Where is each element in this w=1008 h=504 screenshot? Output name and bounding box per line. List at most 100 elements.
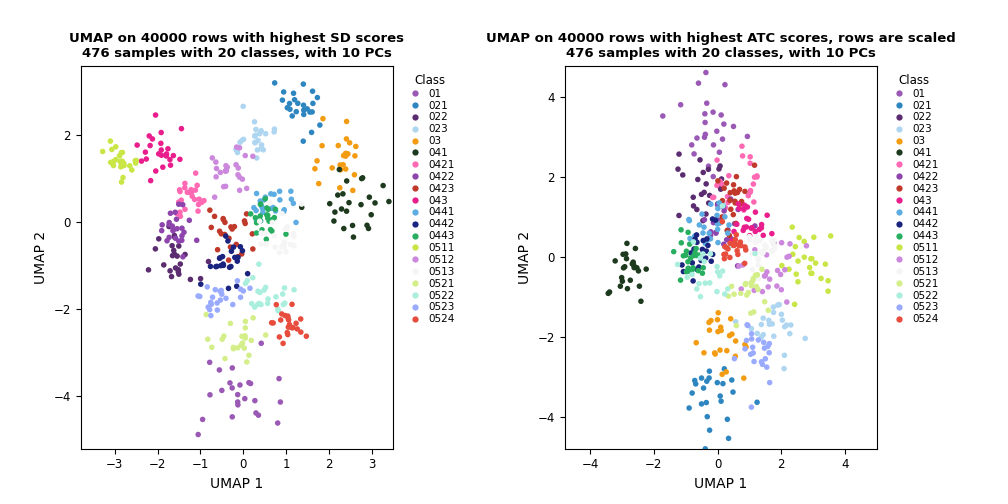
- Point: [607, 257, 623, 265]
- Point: [716, 203, 732, 211]
- Point: [684, 389, 701, 397]
- Point: [208, 286, 224, 294]
- Point: [710, 225, 726, 233]
- Point: [223, 320, 239, 328]
- Point: [286, 286, 302, 294]
- Point: [710, 316, 726, 324]
- Point: [309, 94, 326, 102]
- Point: [696, 264, 712, 272]
- Point: [701, 199, 717, 207]
- Point: [221, 234, 237, 242]
- Point: [710, 205, 726, 213]
- Point: [714, 180, 730, 188]
- Point: [718, 368, 734, 376]
- Point: [170, 200, 186, 208]
- Point: [332, 184, 348, 192]
- Point: [717, 365, 733, 373]
- Point: [705, 250, 721, 259]
- Point: [214, 387, 230, 395]
- Point: [239, 277, 255, 285]
- Point: [174, 232, 191, 240]
- Point: [295, 101, 311, 109]
- Point: [764, 230, 780, 238]
- Point: [292, 315, 308, 323]
- Point: [698, 210, 714, 218]
- Point: [697, 258, 713, 266]
- Point: [204, 223, 220, 231]
- Point: [176, 228, 193, 236]
- Point: [192, 292, 208, 300]
- Point: [710, 200, 726, 208]
- Point: [688, 238, 705, 246]
- Point: [683, 249, 700, 257]
- Point: [170, 198, 186, 206]
- Point: [166, 250, 182, 258]
- Point: [216, 216, 232, 224]
- Point: [270, 305, 286, 313]
- Point: [170, 242, 186, 250]
- Point: [214, 335, 230, 343]
- Point: [204, 343, 220, 351]
- Point: [734, 200, 750, 208]
- Point: [724, 282, 740, 290]
- Point: [714, 370, 730, 379]
- Title: UMAP on 40000 rows with highest SD scores
476 samples with 20 classes, with 10 P: UMAP on 40000 rows with highest SD score…: [70, 32, 404, 60]
- Point: [330, 191, 346, 199]
- Point: [728, 318, 744, 326]
- Point: [217, 230, 233, 238]
- Point: [702, 326, 718, 334]
- Point: [710, 238, 726, 246]
- Point: [695, 217, 711, 225]
- Point: [712, 217, 728, 225]
- Point: [113, 163, 129, 171]
- Point: [813, 274, 830, 282]
- Point: [256, 196, 272, 204]
- Point: [170, 270, 186, 278]
- Point: [760, 306, 776, 314]
- Point: [147, 245, 163, 253]
- Point: [747, 208, 763, 216]
- Point: [737, 280, 753, 288]
- Point: [720, 229, 736, 237]
- Point: [114, 157, 130, 165]
- Point: [713, 323, 729, 331]
- Point: [271, 187, 287, 196]
- Point: [237, 332, 253, 340]
- Point: [183, 188, 200, 197]
- Point: [281, 321, 297, 329]
- Point: [277, 238, 293, 246]
- Point: [758, 243, 774, 251]
- Point: [249, 219, 265, 227]
- Point: [257, 193, 273, 201]
- Point: [766, 332, 782, 340]
- Point: [128, 156, 144, 164]
- Point: [218, 232, 234, 240]
- Point: [113, 159, 129, 167]
- Point: [226, 345, 242, 353]
- Point: [236, 136, 252, 144]
- Point: [731, 241, 747, 249]
- Point: [756, 272, 772, 280]
- Point: [695, 250, 711, 258]
- Point: [336, 224, 352, 232]
- Point: [720, 415, 736, 423]
- Point: [745, 277, 761, 285]
- Point: [755, 331, 771, 339]
- Point: [690, 280, 707, 288]
- Point: [252, 130, 268, 138]
- Point: [744, 335, 760, 343]
- Point: [247, 132, 263, 140]
- Point: [710, 201, 726, 209]
- Point: [218, 162, 234, 170]
- Point: [698, 254, 714, 262]
- Point: [728, 322, 744, 330]
- Point: [285, 89, 301, 97]
- Point: [684, 259, 701, 267]
- Point: [796, 237, 812, 245]
- Point: [229, 146, 245, 154]
- Point: [695, 269, 711, 277]
- Point: [233, 293, 249, 301]
- Point: [735, 261, 751, 269]
- Point: [694, 400, 710, 408]
- Point: [722, 188, 738, 197]
